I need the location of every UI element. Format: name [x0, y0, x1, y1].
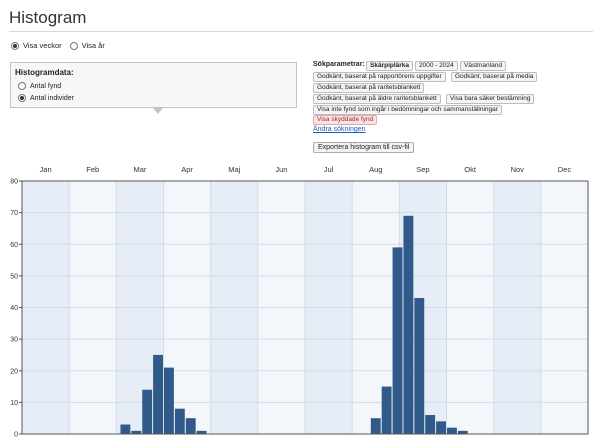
chip-certain-id: Visa bara säker bestämning: [446, 94, 535, 104]
chip-approved-rarity-form: Godkänt, baserat på raritetsblankett: [313, 83, 425, 93]
view-mode-selector: Visa veckor Visa år: [11, 41, 105, 50]
radio-count-records[interactable]: [18, 82, 26, 90]
histogram-bar: [131, 430, 142, 434]
radio-show-weeks[interactable]: [11, 41, 19, 50]
histogram-bar: [392, 247, 403, 434]
panel-pointer: [153, 108, 163, 114]
chip-approved-reporter: Godkänt, baserat på rapportörens uppgift…: [313, 72, 446, 82]
histogram-bar: [153, 354, 163, 434]
month-label: Apr: [181, 165, 193, 174]
histogram-bar: [436, 421, 446, 434]
histogram-bar: [120, 424, 131, 434]
radio-show-years[interactable]: [69, 41, 78, 50]
y-tick-label: 30: [10, 337, 18, 344]
option-count-records: Antal fynd: [18, 82, 61, 90]
histogram-bar: [447, 427, 457, 434]
y-tick-label: 80: [10, 179, 18, 186]
month-label: Aug: [369, 165, 382, 174]
option-count-individuals-label: Antal individer: [30, 94, 74, 102]
y-tick-label: 0: [14, 432, 18, 439]
month-label: Jun: [275, 165, 287, 174]
chip-approved-old-rarity-form: Godkänt, baserat på äldre raritetsblanke…: [313, 94, 441, 104]
histogram-bar: [142, 389, 153, 434]
month-label: Maj: [228, 165, 240, 174]
histogram-bar: [174, 408, 185, 434]
chip-protected-records: Visa skyddade fynd: [313, 115, 378, 125]
month-label: Mar: [133, 165, 146, 174]
radio-show-years-label: Visa år: [81, 41, 105, 50]
plot-frame: [21, 180, 589, 435]
month-label: Nov: [511, 165, 525, 174]
histogram-bar: [370, 418, 381, 434]
y-tick-label: 50: [10, 273, 18, 280]
month-label: Dec: [558, 165, 572, 174]
page-title: Histogram: [9, 8, 87, 27]
histogram-bar: [196, 430, 207, 434]
histogram-bar: [381, 386, 392, 434]
histogram-bar: [185, 418, 196, 434]
y-tick-label: 60: [10, 242, 18, 249]
export-csv-button[interactable]: Exportera histogram till csv-fil: [313, 142, 415, 153]
chip-years: 2000 - 2024: [415, 61, 458, 71]
chip-approved-media: Godkänt, baserat på media: [451, 72, 538, 82]
y-tick-label: 40: [10, 305, 18, 312]
y-tick-label: 70: [10, 210, 18, 217]
histogram-bar: [414, 298, 425, 434]
histogram-bar: [403, 215, 414, 434]
month-label: Jan: [40, 165, 52, 174]
y-tick-label: 20: [10, 368, 18, 375]
search-params-label: Sökparametrar:: [313, 61, 365, 68]
radio-show-weeks-label: Visa veckor: [23, 41, 62, 50]
month-label: Jul: [324, 165, 334, 174]
chip-region: Västmanland: [460, 61, 506, 71]
month-label: Sep: [416, 165, 429, 174]
histogram-bar: [457, 430, 468, 434]
month-label: Feb: [86, 165, 99, 174]
y-tick-label: 10: [10, 400, 18, 407]
histogram-bar: [425, 415, 436, 434]
month-label: Okt: [464, 165, 477, 174]
histogram-data-title: Histogramdata:: [15, 68, 74, 77]
histogram-bar: [164, 367, 174, 434]
option-count-records-label: Antal fynd: [30, 82, 62, 90]
title-divider: [9, 31, 593, 32]
radio-count-individuals[interactable]: [18, 94, 26, 102]
option-count-individuals: Antal individer: [18, 94, 74, 102]
histogram-data-panel: Histogramdata: Antal fynd Antal individe…: [10, 62, 297, 108]
chip-species: Skärpiplärka: [366, 61, 414, 71]
chip-exclude-assessments: Visa inte fynd som ingår i bedömningar o…: [313, 105, 502, 115]
change-search-link[interactable]: Ändra sökningen: [313, 126, 366, 133]
